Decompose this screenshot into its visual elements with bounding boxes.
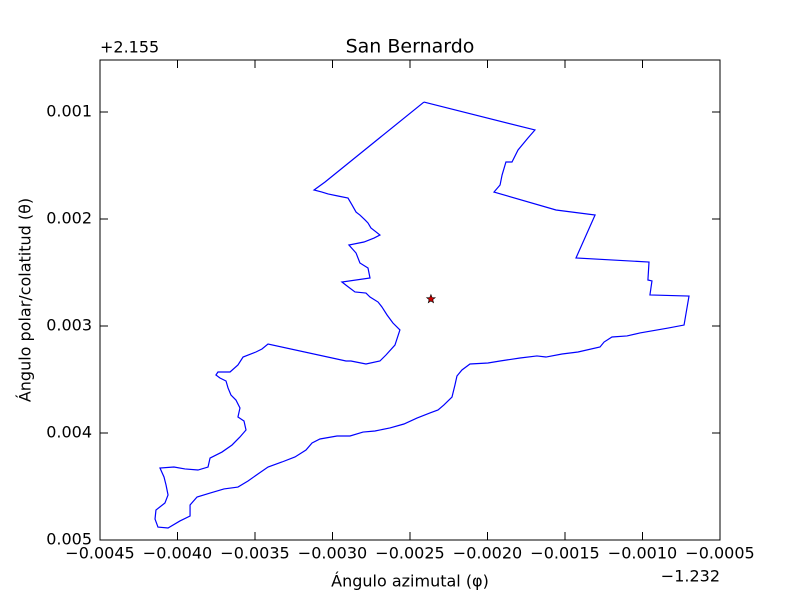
y-tick-label: 0.003 — [46, 316, 92, 335]
y-tick-label: 0.001 — [46, 102, 92, 121]
plot-frame — [99, 59, 721, 541]
x-tick-label: −0.0015 — [530, 544, 599, 563]
center-marker — [425, 293, 437, 304]
x-tick-label: −0.0035 — [220, 544, 289, 563]
boundary-line — [154, 101, 690, 529]
x-tick-label: −0.0030 — [298, 544, 367, 563]
y-tick-label: 0.005 — [46, 530, 92, 549]
x-tick-label: −0.0010 — [608, 544, 677, 563]
x-tick-label: −0.0045 — [65, 544, 134, 563]
y-offset-label: +2.155 — [100, 38, 159, 57]
x-tick-label: −0.0025 — [375, 544, 444, 563]
x-tick-label: −0.0020 — [453, 544, 522, 563]
x-axis-label: Ángulo azimutal (φ) — [331, 572, 489, 591]
y-tick-label: 0.004 — [46, 423, 92, 442]
x-tick-label: −0.0040 — [143, 544, 212, 563]
x-tick-label: −0.0005 — [685, 544, 754, 563]
x-offset-label: −1.232 — [661, 567, 720, 586]
chart-title: San Bernardo — [346, 36, 475, 58]
y-tick-label: 0.002 — [46, 209, 92, 228]
y-axis-label: Ángulo polar/colatitud (θ) — [16, 198, 35, 402]
